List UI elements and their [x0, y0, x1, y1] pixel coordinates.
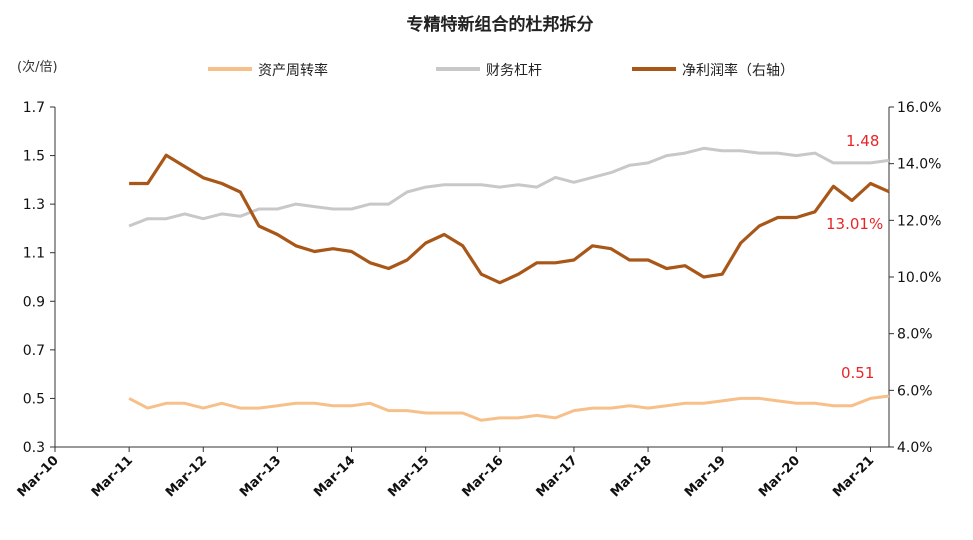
callout-asset-turnover: 0.51 [841, 364, 874, 382]
x-tick-label: Mar-17 [534, 453, 581, 500]
left-tick-label: 0.3 [23, 440, 45, 456]
right-tick-label: 6.0% [897, 383, 933, 399]
right-tick-label: 10.0% [897, 270, 941, 286]
left-tick-label: 0.5 [23, 391, 45, 407]
callout-net-margin: 13.01% [826, 215, 883, 233]
legend-label-financial-leverage: 财务杠杆 [486, 63, 542, 79]
x-tick-label: Mar-12 [163, 453, 210, 500]
x-tick-label: Mar-10 [15, 453, 62, 500]
series-lines [128, 146, 890, 422]
right-tick-label: 8.0% [897, 327, 933, 343]
series-net-margin-line [129, 153, 890, 285]
left-axis-ticks: 0.3 0.5 0.7 0.9 1.1 1.3 1.5 1.7 [23, 100, 55, 456]
x-tick-label: Mar-13 [237, 453, 284, 500]
right-tick-label: 16.0% [897, 100, 941, 116]
left-tick-label: 1.5 [23, 149, 45, 165]
legend: 资产周转率 财务杠杆 净利润率（右轴） [208, 62, 794, 79]
callout-financial-leverage: 1.48 [846, 132, 879, 150]
right-tick-label: 12.0% [897, 213, 941, 229]
x-tick-label: Mar-20 [756, 453, 803, 500]
x-tick-label: Mar-21 [830, 453, 877, 500]
x-tick-label: Mar-14 [311, 453, 358, 500]
x-tick-label: Mar-19 [682, 453, 729, 500]
x-axis-ticks: Mar-10 Mar-11 Mar-12 Mar-13 Mar-14 Mar-15 Mar-… [15, 447, 877, 500]
left-tick-label: 1.7 [23, 100, 45, 116]
right-tick-label: 4.0% [897, 440, 933, 456]
right-tick-label: 14.0% [897, 157, 941, 173]
left-tick-label: 1.1 [23, 246, 45, 262]
left-tick-label: 0.7 [23, 343, 45, 359]
x-tick-label: Mar-16 [460, 453, 507, 500]
left-tick-label: 0.9 [23, 294, 45, 310]
left-tick-label: 1.3 [23, 197, 45, 213]
x-tick-label: Mar-18 [608, 453, 655, 500]
legend-label-asset-turnover: 资产周转率 [258, 62, 328, 79]
chart-title: 专精特新组合的杜邦拆分 [407, 14, 594, 35]
series-asset-turnover-line [128, 394, 890, 422]
x-tick-label: Mar-15 [385, 453, 432, 500]
legend-label-net-margin: 净利润率（右轴） [682, 62, 794, 79]
series-financial-leverage-line [128, 146, 890, 228]
x-tick-label: Mar-11 [89, 453, 136, 500]
left-axis-unit: (次/倍) [17, 59, 58, 75]
right-axis-ticks: 4.0% 6.0% 8.0% 10.0% 12.0% 14.0% 16.0% [889, 100, 941, 456]
